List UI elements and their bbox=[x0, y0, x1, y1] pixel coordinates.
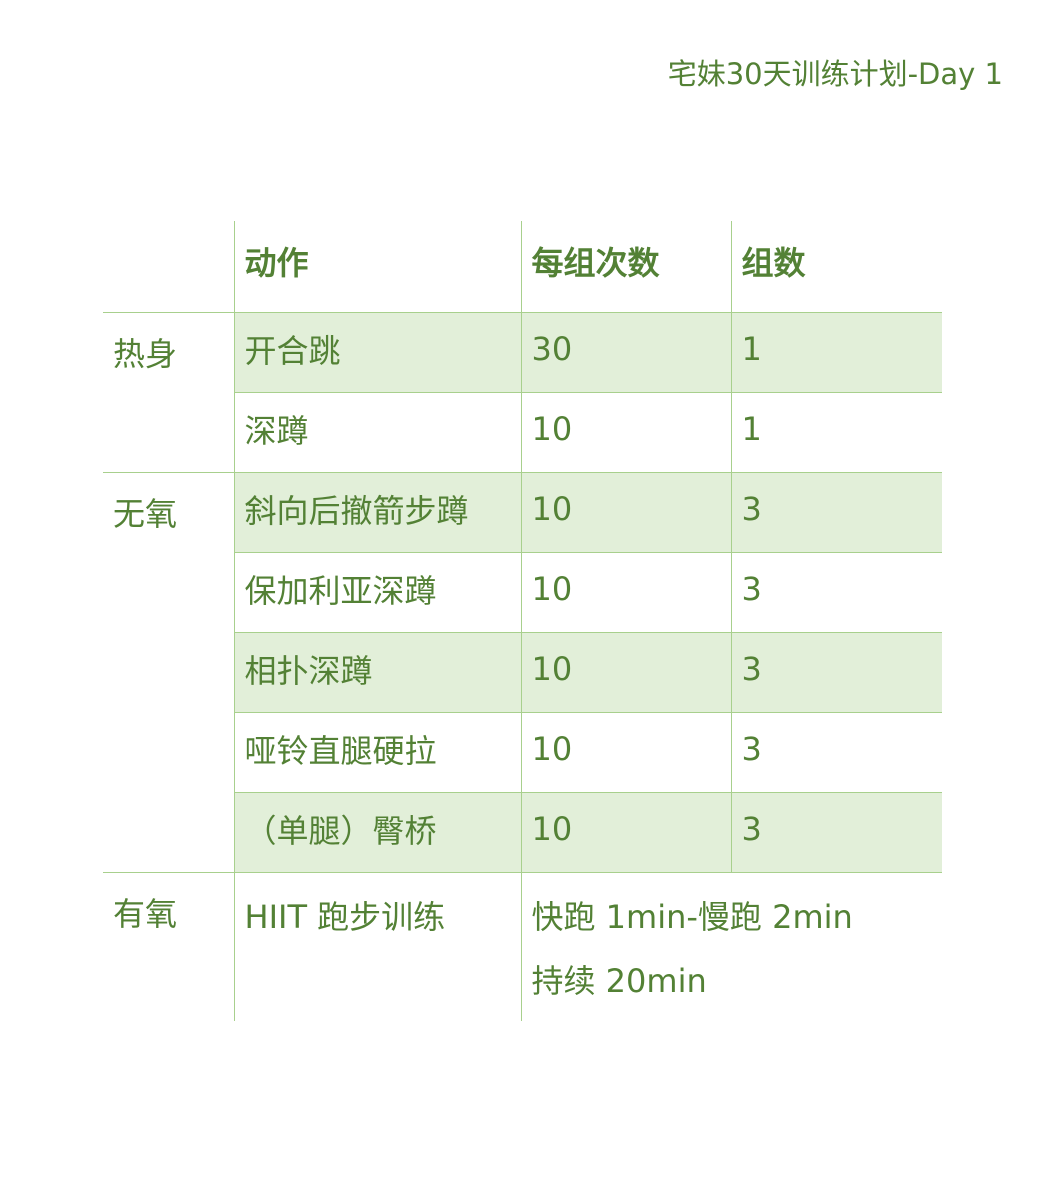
reps-cell: 10 bbox=[520, 472, 731, 553]
action-cell: 深蹲 bbox=[233, 392, 521, 473]
cardio-detail-cell: 快跑 1min-慢跑 2min 持续 20min bbox=[520, 872, 942, 1021]
reps-cell: 10 bbox=[520, 392, 731, 473]
sets-cell: 1 bbox=[730, 392, 942, 473]
table-row-cardio: 有氧 HIIT 跑步训练 快跑 1min-慢跑 2min 持续 20min bbox=[103, 872, 942, 1021]
sets-cell: 3 bbox=[730, 472, 942, 553]
reps-cell: 30 bbox=[520, 312, 731, 393]
header-empty bbox=[103, 221, 234, 313]
document-title: 宅妹30天训练计划-Day 1 bbox=[667, 57, 1003, 91]
sets-cell: 3 bbox=[730, 712, 942, 793]
table-row: 相扑深蹲 10 3 bbox=[103, 632, 942, 713]
table-header-row: 动作 每组次数 组数 bbox=[103, 221, 942, 313]
category-cell: 热身 bbox=[103, 312, 234, 473]
header-sets: 组数 bbox=[730, 221, 942, 313]
action-cell: HIIT 跑步训练 bbox=[233, 872, 521, 1021]
table-row: 深蹲 10 1 bbox=[103, 392, 942, 473]
action-cell: 开合跳 bbox=[233, 312, 521, 393]
training-table: 动作 每组次数 组数 热身 开合跳 30 1 深蹲 10 1 无氧 斜向后撤箭步蹲 10 3 保加利亚… bbox=[103, 221, 942, 1021]
table-row: 哑铃直腿硬拉 10 3 bbox=[103, 712, 942, 793]
action-cell: 相扑深蹲 bbox=[233, 632, 521, 713]
cardio-detail-line1: 快跑 1min-慢跑 2min bbox=[531, 898, 853, 936]
action-cell: （单腿）臀桥 bbox=[233, 792, 521, 873]
sets-cell: 1 bbox=[730, 312, 942, 393]
table-row: 保加利亚深蹲 10 3 bbox=[103, 552, 942, 633]
sets-cell: 3 bbox=[730, 552, 942, 633]
cardio-detail-line2: 持续 20min bbox=[531, 962, 707, 1000]
table-row: 热身 开合跳 30 1 bbox=[103, 312, 942, 473]
action-cell: 斜向后撤箭步蹲 bbox=[233, 472, 521, 553]
reps-cell: 10 bbox=[520, 792, 731, 873]
reps-cell: 10 bbox=[520, 712, 731, 793]
header-reps: 每组次数 bbox=[520, 221, 731, 313]
reps-cell: 10 bbox=[520, 632, 731, 713]
sets-cell: 3 bbox=[730, 792, 942, 873]
table-row: （单腿）臀桥 10 3 bbox=[103, 792, 942, 873]
action-cell: 保加利亚深蹲 bbox=[233, 552, 521, 633]
category-cell: 无氧 bbox=[103, 472, 234, 873]
sets-cell: 3 bbox=[730, 632, 942, 713]
category-cell: 有氧 bbox=[103, 872, 234, 1021]
action-cell: 哑铃直腿硬拉 bbox=[233, 712, 521, 793]
reps-cell: 10 bbox=[520, 552, 731, 633]
header-action: 动作 bbox=[233, 221, 521, 313]
table-row: 无氧 斜向后撤箭步蹲 10 3 bbox=[103, 472, 942, 873]
